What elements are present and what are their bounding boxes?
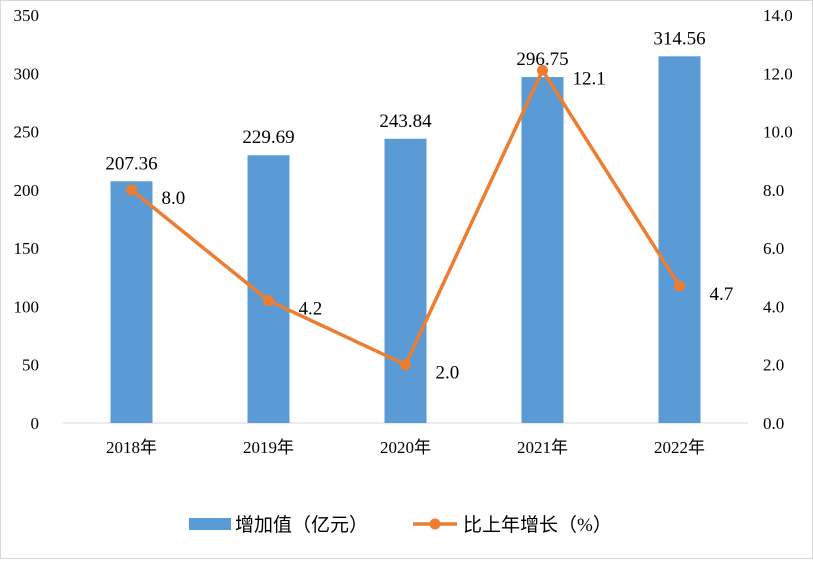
line-data-label: 12.1 [573, 68, 606, 89]
bar-data-label: 229.69 [242, 127, 294, 148]
y-right-tick-label: 12.0 [763, 64, 793, 83]
line-data-label: 4.2 [299, 299, 323, 320]
bar [658, 56, 701, 423]
x-tick-label: 2020年 [380, 438, 431, 457]
bar-data-label: 207.36 [105, 153, 157, 174]
y-left-tick-label: 0 [31, 414, 40, 433]
y-right-tick-label: 10.0 [763, 123, 793, 142]
bar-data-label: 243.84 [379, 111, 432, 132]
y-left-tick-label: 100 [14, 297, 40, 316]
line-point [674, 280, 685, 292]
line-data-label: 4.7 [710, 284, 734, 305]
y-right-tick-label: 2.0 [763, 356, 784, 375]
y-left-tick-label: 200 [14, 181, 40, 200]
legend-bar-label: 增加值（亿元） [235, 514, 368, 536]
line-point [263, 295, 274, 307]
line-point [400, 359, 411, 371]
bar [384, 138, 427, 423]
y-right-tick-label: 4.0 [763, 297, 784, 316]
bar-data-label: 296.75 [516, 49, 568, 70]
y-left-tick-label: 300 [14, 64, 40, 83]
x-tick-label: 2019年 [243, 438, 294, 457]
legend-line-marker [429, 518, 441, 530]
y-right-tick-label: 8.0 [763, 181, 784, 200]
x-tick-label: 2022年 [654, 438, 705, 457]
bar [521, 77, 564, 424]
line-point [126, 184, 137, 196]
y-left-tick-label: 150 [14, 239, 40, 258]
legend-bar-swatch [189, 518, 231, 530]
bar-data-label: 314.56 [653, 28, 705, 49]
legend-line-label: 比上年增长（%） [463, 514, 612, 536]
y-right-tick-label: 0.0 [763, 414, 784, 433]
line-data-label: 2.0 [436, 363, 460, 384]
line-point [537, 64, 548, 76]
x-tick-label: 2021年 [517, 438, 568, 457]
y-left-tick-label: 250 [14, 123, 40, 142]
y-left-tick-label: 350 [14, 6, 40, 25]
y-right-tick-label: 6.0 [763, 239, 784, 258]
bar [110, 181, 153, 423]
y-left-tick-label: 50 [22, 356, 39, 375]
y-right-tick-label: 14.0 [763, 6, 793, 25]
line-data-label: 8.0 [162, 188, 186, 209]
x-tick-label: 2018年 [106, 438, 157, 457]
